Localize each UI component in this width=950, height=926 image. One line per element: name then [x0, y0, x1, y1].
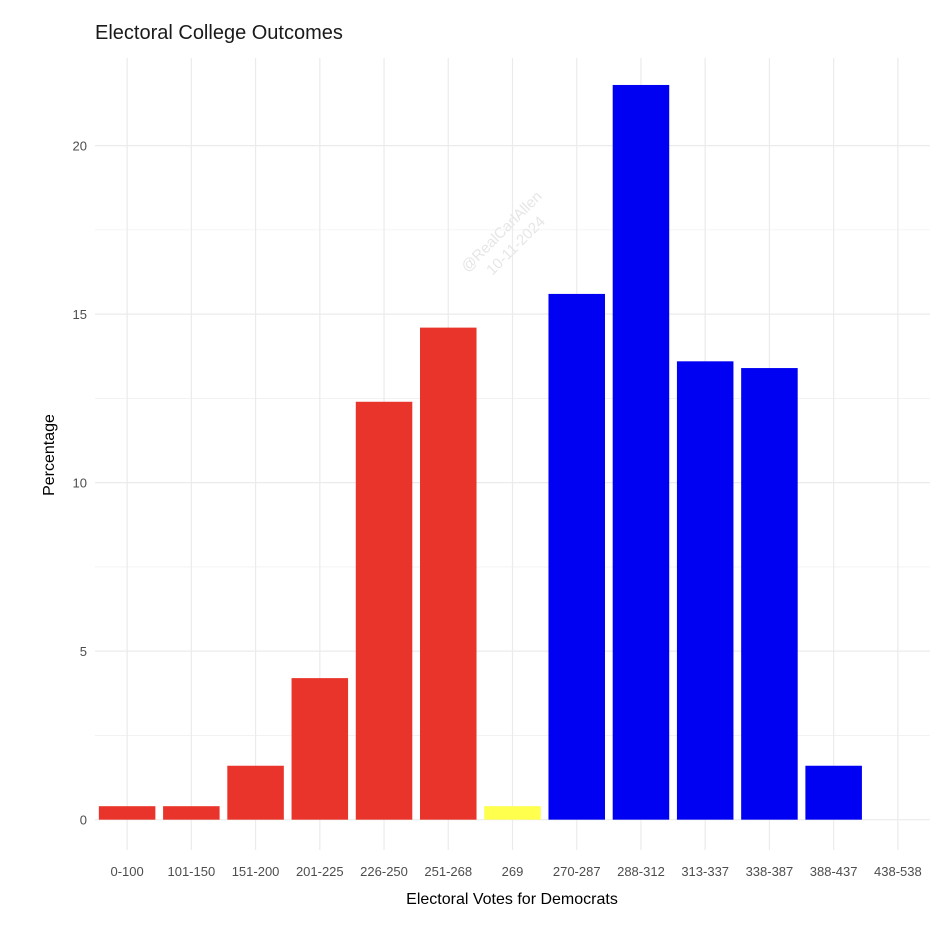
x-tick-label: 388-437 [810, 864, 858, 879]
bar-313-337 [676, 361, 734, 820]
bar-338-387 [741, 368, 798, 820]
x-tick-label: 201-225 [296, 864, 344, 879]
bar-270-287 [548, 293, 605, 820]
x-tick-label: 288-312 [617, 864, 665, 879]
x-axis-title: Electoral Votes for Democrats [406, 891, 618, 908]
x-tick-label: 313-337 [681, 864, 729, 879]
x-tick-label: 251-268 [424, 864, 472, 879]
x-tick-label: 270-287 [553, 864, 601, 879]
x-tick-label: 438-538 [874, 864, 922, 879]
x-tick-label: 101-150 [167, 864, 215, 879]
bar-269 [484, 806, 541, 820]
bar-226-250 [355, 401, 413, 820]
chart-title: Electoral College Outcomes [95, 22, 343, 44]
y-axis-ticks: 0 5 10 15 20 [73, 139, 87, 828]
x-tick-label: 151-200 [232, 864, 280, 879]
bars [98, 84, 862, 820]
bar-0-100 [98, 806, 156, 820]
bar-101-150 [163, 806, 220, 820]
y-axis-title: Percentage [41, 414, 58, 496]
y-tick-label: 5 [80, 644, 87, 659]
y-tick-label: 15 [73, 307, 87, 322]
y-tick-label: 10 [73, 476, 87, 491]
bar-201-225 [291, 678, 349, 820]
y-tick-label: 20 [73, 139, 87, 154]
y-tick-label: 0 [80, 813, 87, 828]
x-axis-ticks: 0-100 101-150 151-200 201-225 226-250 251-268… [110, 864, 921, 879]
x-tick-label: 269 [502, 864, 524, 879]
bar-251-268 [420, 327, 477, 820]
x-tick-label: 0-100 [110, 864, 143, 879]
x-tick-label: 338-387 [746, 864, 794, 879]
grid-lines [95, 58, 930, 850]
bar-388-437 [805, 765, 862, 820]
bar-151-200 [227, 765, 284, 820]
x-tick-label: 226-250 [360, 864, 408, 879]
bar-288-312 [612, 84, 670, 820]
